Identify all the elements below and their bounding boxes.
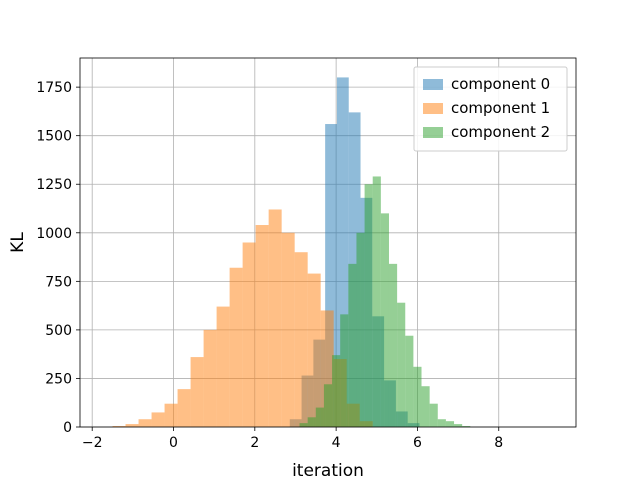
histogram-bar: [445, 421, 455, 427]
histogram-bar: [294, 252, 308, 427]
x-tick-label: −2: [82, 435, 103, 451]
histogram-bar: [216, 306, 230, 427]
histogram-bar: [413, 366, 422, 427]
x-tick-label: 2: [250, 435, 259, 451]
y-tick-label: 500: [45, 323, 72, 339]
histogram-bars: [112, 77, 471, 428]
histogram-bar: [336, 77, 349, 427]
legend-frame: [413, 66, 568, 152]
x-axis-label: iteration: [292, 461, 364, 480]
histogram-bar: [164, 403, 178, 427]
histogram-bar: [112, 426, 126, 427]
histogram-bar: [364, 184, 373, 427]
y-tick-label: 1500: [36, 129, 72, 145]
histogram-bar: [281, 232, 295, 427]
histogram-bar: [332, 355, 341, 427]
histogram-bar: [462, 426, 471, 427]
y-tick-label: 0: [63, 420, 72, 436]
legend: component 0 component 1 component 2: [413, 66, 568, 152]
histogram-bar: [125, 424, 139, 427]
histogram-bar: [356, 232, 365, 427]
histogram-bar: [255, 225, 269, 427]
y-tick-label: 1250: [36, 177, 72, 193]
histogram-bar: [190, 357, 204, 427]
x-tick-label: 6: [413, 435, 422, 451]
y-tick-label: 1750: [36, 80, 72, 96]
x-tick-label: 0: [169, 435, 178, 451]
histogram-bar: [268, 209, 282, 427]
histogram-bar: [325, 124, 337, 427]
histogram-bar: [151, 412, 165, 427]
histogram-bar: [229, 267, 243, 427]
series-2-bars: [299, 176, 471, 427]
y-tick-label: 1000: [36, 226, 72, 242]
x-tick-label: 4: [332, 435, 341, 451]
y-tick-label: 750: [45, 274, 72, 290]
series-1-bars: [112, 209, 373, 427]
y-tick-label: 250: [45, 371, 72, 387]
y-axis-label: KL: [8, 232, 28, 253]
histogram-bar: [454, 424, 463, 427]
x-tick-label: 8: [494, 435, 503, 451]
plot-frame: [79, 57, 577, 428]
legend-label: component 1: [451, 99, 550, 117]
histogram-bar: [388, 263, 398, 427]
histogram-bar: [397, 302, 406, 427]
histogram-bar: [437, 419, 446, 427]
histogram-bar: [372, 176, 381, 427]
legend-swatch: [423, 79, 443, 90]
histogram-bar: [421, 386, 430, 427]
histogram-bar: [340, 314, 349, 427]
histogram-bar: [242, 242, 256, 427]
histogram-bar: [380, 213, 389, 427]
histogram-bar: [203, 329, 217, 427]
histogram-bar: [348, 263, 357, 427]
legend-label: component 0: [451, 75, 550, 93]
histogram-bar: [307, 273, 321, 427]
histogram-bar: [307, 417, 316, 427]
legend-swatch: [423, 103, 443, 114]
histogram-bar: [405, 335, 414, 427]
histogram-bar: [315, 407, 324, 427]
histogram-bar: [299, 423, 308, 427]
histogram-bar: [429, 403, 438, 427]
legend-label: component 2: [451, 123, 550, 141]
histogram-bar: [177, 389, 191, 427]
histogram-bar: [138, 419, 152, 427]
legend-swatch: [423, 127, 443, 138]
axis-ticks: −2 0 2 4 6 8 0 250 500 750 1000 1250 1500 1750: [36, 80, 503, 451]
histogram-bar: [323, 384, 333, 427]
